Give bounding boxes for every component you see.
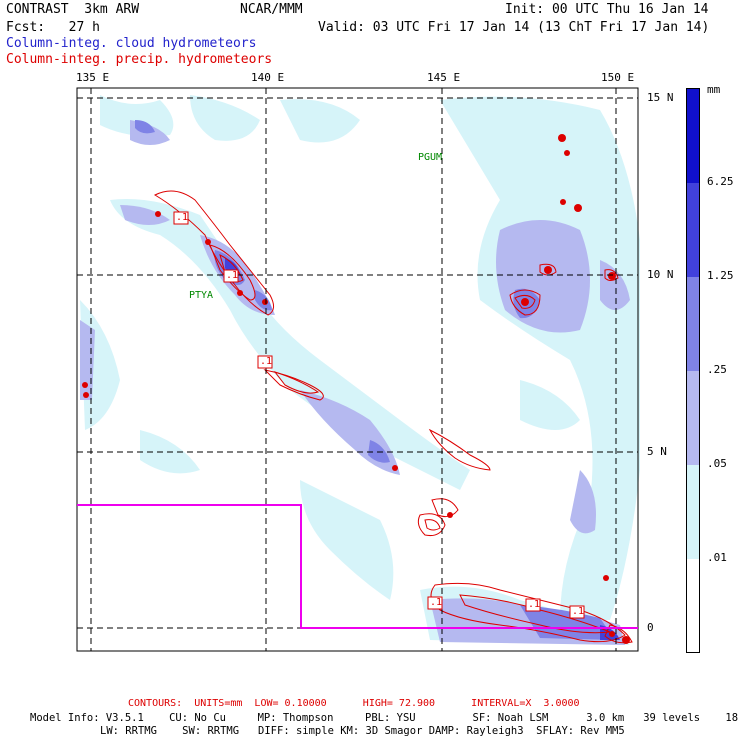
map-frame	[76, 87, 639, 652]
init-time: Init: 00 UTC Thu 16 Jan 14	[505, 2, 709, 17]
nested-domain-outline	[77, 504, 638, 629]
organization-label: NCAR/MMM	[240, 2, 303, 17]
field-precip-label: Column-integ. precip. hydrometeors	[6, 52, 273, 67]
precip-cells	[82, 134, 630, 644]
lon-label-135e: 135 E	[76, 71, 110, 84]
contour-label: .1	[528, 599, 541, 610]
legend-swatch	[687, 277, 699, 371]
legend-label: .05	[707, 457, 727, 470]
contour-label: .1	[260, 356, 273, 367]
lon-label-140e: 140 E	[251, 71, 285, 84]
model-info-line1: Model Info: V3.5.1 CU: No Cu MP: Thompso…	[30, 712, 740, 724]
legend-label: .25	[707, 363, 727, 376]
legend-swatch	[687, 183, 699, 277]
legend-swatch	[687, 465, 699, 559]
field-cloud-label: Column-integ. cloud hydrometeors	[6, 36, 257, 51]
legend-swatch	[687, 371, 699, 465]
valid-time: Valid: 03 UTC Fri 17 Jan 14 (13 ChT Fri …	[318, 20, 710, 35]
contour-label: .1	[226, 270, 239, 281]
lon-label-150e: 150 E	[601, 71, 635, 84]
legend-swatch	[687, 559, 699, 652]
cloud-shading	[80, 95, 640, 645]
legend-unit: mm	[707, 83, 721, 96]
contour-label-boxes	[173, 211, 585, 619]
station-label-ptya: PTYA	[189, 290, 214, 301]
model-info-line2: LW: RRTMG SW: RRTMG DIFF: simple KM: 3D …	[100, 725, 625, 737]
legend-label: 1.25	[707, 269, 734, 282]
station-label-pgum: PGUM	[418, 152, 443, 163]
lat-label-5n: 5 N	[647, 445, 667, 458]
contour-info: CONTOURS: UNITS=mm LOW= 0.10000 HIGH= 72…	[128, 698, 580, 709]
contour-label: .1	[176, 212, 189, 223]
contour-label: .1	[430, 597, 443, 608]
lat-label-15n: 15 N	[647, 91, 674, 104]
contour-label: .1	[572, 606, 585, 617]
model-title: CONTRAST 3km ARW	[6, 2, 140, 17]
legend-label: .01	[707, 551, 727, 564]
color-legend	[686, 88, 700, 653]
lat-label-0: 0	[647, 621, 654, 634]
lon-label-145e: 145 E	[427, 71, 461, 84]
lat-label-10n: 10 N	[647, 268, 674, 281]
legend-label: 6.25	[707, 175, 734, 188]
legend-swatch	[687, 89, 699, 183]
forecast-hour: Fcst: 27 h	[6, 20, 100, 35]
